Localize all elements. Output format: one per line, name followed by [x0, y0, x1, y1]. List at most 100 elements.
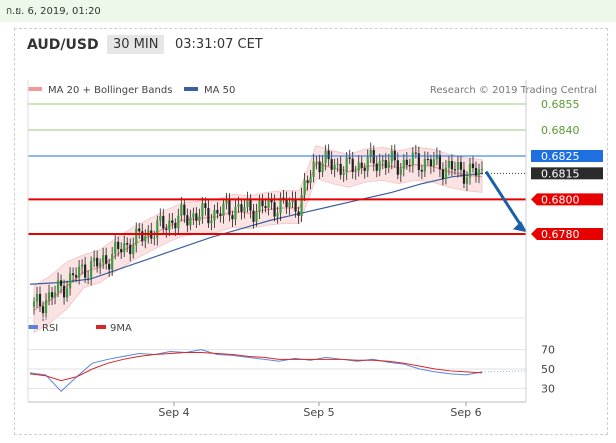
candle-body — [207, 208, 210, 224]
candle-body — [246, 199, 249, 207]
candle-body — [210, 220, 213, 224]
rsi-tick-label: 70 — [541, 344, 555, 357]
candle-body — [480, 169, 484, 171]
candle-body — [279, 197, 282, 214]
candle-body — [255, 211, 258, 222]
x-tick-label: Sep 6 — [450, 406, 481, 419]
candle-body — [68, 273, 72, 289]
candle-body — [372, 150, 375, 164]
candle-body — [405, 159, 408, 166]
level-label: 0.6840 — [541, 124, 580, 137]
candle-body — [264, 206, 267, 209]
candle-body — [303, 180, 306, 196]
candle-body — [90, 261, 93, 278]
timeframe-badge[interactable]: 30 MIN — [107, 35, 165, 54]
candle-body — [339, 163, 342, 175]
candle-body — [44, 300, 48, 314]
candle-body — [204, 203, 207, 209]
bollinger-band — [33, 145, 483, 334]
candle-body — [354, 170, 357, 172]
candle-body — [315, 161, 318, 163]
candle-body — [222, 203, 225, 216]
candle-body — [87, 277, 90, 279]
candle-body — [327, 150, 330, 160]
candle-body — [471, 163, 475, 169]
candle-body — [117, 241, 120, 249]
chart-header: AUD/USD 30 MIN 03:31:07 CET — [15, 29, 607, 57]
candle-body — [123, 243, 126, 253]
candle-body — [363, 167, 366, 171]
candle-body — [462, 169, 466, 184]
candle-body — [234, 206, 237, 220]
candle-body — [56, 280, 60, 293]
date-text: ก.ย. 6, 2019, 01:20 — [6, 6, 101, 17]
forecast-arrow — [484, 170, 524, 228]
candle-body — [387, 161, 390, 169]
candle-body — [111, 253, 114, 270]
candle-body — [165, 228, 168, 230]
candle-body — [300, 195, 303, 216]
candle-body — [408, 165, 411, 167]
candle-body — [357, 162, 360, 171]
candle-body — [426, 159, 429, 161]
candle-body — [399, 169, 402, 175]
x-tick-label: Sep 5 — [303, 406, 334, 419]
candle-body — [477, 169, 481, 176]
chart-time: 03:31:07 CET — [175, 37, 263, 52]
copyright-text: Research © 2019 Trading Central — [430, 85, 597, 96]
candle-body — [198, 216, 201, 221]
level-label: 0.6780 — [541, 228, 580, 241]
candle-body — [465, 177, 469, 184]
candle-body — [201, 203, 204, 217]
candle-body — [348, 157, 351, 159]
candle-body — [297, 211, 300, 216]
candle-body — [381, 160, 384, 162]
candle-body — [345, 157, 348, 173]
candle-body — [53, 292, 57, 298]
candle-body — [41, 306, 45, 314]
candle-body — [153, 237, 156, 239]
candle-body — [312, 161, 315, 177]
candle-body — [336, 163, 339, 165]
ma50-legend-swatch — [184, 87, 198, 91]
level-label: 0.6815 — [541, 167, 580, 180]
symbol-label: AUD/USD — [27, 37, 99, 53]
candle-body — [441, 169, 445, 179]
candle-body — [258, 200, 261, 212]
candle-body — [291, 198, 294, 203]
candle-body — [273, 202, 276, 217]
candle-body — [144, 235, 147, 242]
candle-body — [456, 162, 460, 170]
candle-body — [378, 161, 381, 171]
rsi-legend-label: RSI — [42, 323, 58, 334]
candle-body — [162, 215, 165, 229]
candle-body — [189, 217, 192, 226]
candle-body — [71, 273, 75, 276]
candle-body — [435, 154, 438, 160]
candle-body — [360, 162, 363, 168]
ma20-line — [33, 162, 483, 311]
candle-body — [411, 152, 414, 166]
candle-body — [342, 172, 345, 175]
candle-body — [32, 301, 36, 307]
candle-body — [432, 159, 435, 167]
candle-body — [129, 244, 132, 255]
rsi-ma-legend-label: 9MA — [110, 323, 132, 334]
candle-body — [102, 255, 105, 263]
candle-body — [59, 280, 63, 286]
candle-body — [324, 150, 327, 163]
candle-body — [321, 162, 324, 173]
candle-body — [333, 164, 336, 170]
candle-body — [62, 285, 66, 298]
candle-body — [438, 154, 442, 170]
candle-body — [219, 213, 222, 216]
ma20-legend-label: MA 20 + Bollinger Bands — [48, 85, 172, 96]
candle-body — [132, 245, 135, 255]
candle-body — [141, 231, 144, 242]
candle-body — [171, 220, 174, 224]
candle-body — [369, 150, 372, 157]
rsi-tick-label: 30 — [541, 382, 555, 395]
candle-body — [120, 248, 123, 253]
candle-body — [65, 288, 69, 298]
